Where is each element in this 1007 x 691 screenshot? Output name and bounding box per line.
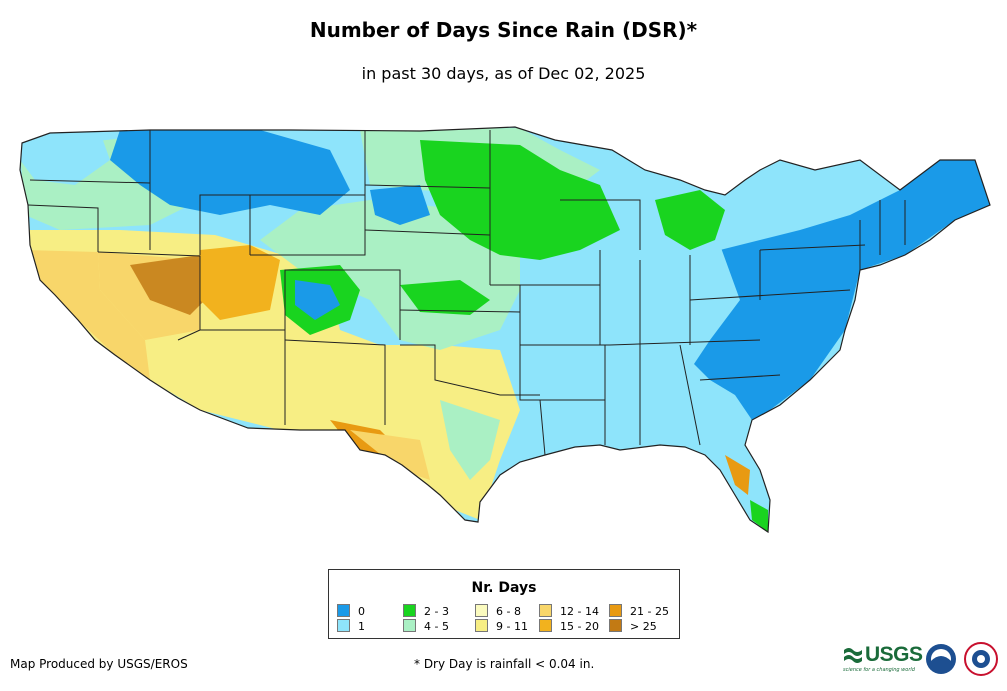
region-northcentral-green [420,140,620,260]
dry-day-note: * Dry Day is rainfall < 0.04 in. [414,657,595,671]
region-wa-blue [20,132,110,185]
legend-swatch [539,619,552,632]
usgs-logo-text: USGS [865,643,923,666]
legend-label: 12 - 14 [560,605,599,618]
legend-swatch [475,619,488,632]
region-michigan-green [655,190,725,250]
region-northwest-blue [110,130,350,215]
legend-label: 1 [358,620,365,633]
legend-item: > 25 [609,619,657,633]
usgs-tagline: science for a changing world [843,667,915,673]
legend-swatch [403,604,416,617]
legend-label: 0 [358,605,365,618]
region-florida-orange [725,455,750,495]
legend-swatch [337,604,350,617]
region-southeast-blue [660,160,990,420]
legend-swatch [475,604,488,617]
legend: Nr. Days 0 1 2 - 3 4 - 5 6 - 8 9 - 11 12 - 14 1… [328,569,680,639]
noaa-logo-icon [926,644,956,674]
legend-title: Nr. Days [471,580,537,596]
agency-logos: USGS science for a changing world [843,641,1003,681]
legend-item: 9 - 11 [475,619,528,633]
legend-label: 4 - 5 [424,620,449,633]
legend-label: 9 - 11 [496,620,528,633]
legend-item: 21 - 25 [609,604,669,618]
region-ohio-valley [600,245,740,380]
map-title: Number of Days Since Rain (DSR)* [309,18,698,42]
legend-item: 1 [337,619,365,633]
legend-swatch [539,604,552,617]
legend-swatch [337,619,350,632]
region-colorado-blue [295,280,340,320]
region-great-basin [130,255,205,315]
map-subtitle: in past 30 days, as of Dec 02, 2025 [361,64,646,83]
legend-swatch [609,604,622,617]
legend-item: 0 [337,604,365,618]
region-florida-green [750,500,768,532]
legend-label: > 25 [630,620,657,633]
region-texas-east-green [440,400,500,480]
legend-label: 6 - 8 [496,605,521,618]
legend-label: 2 - 3 [424,605,449,618]
legend-swatch [609,619,622,632]
state-borders [19,126,991,534]
region-ks-green [400,280,490,315]
region-wy-blue [370,185,430,225]
legend-item: 15 - 20 [539,619,599,633]
legend-swatch [403,619,416,632]
region-texas-west [350,430,430,480]
nws-logo-icon [964,642,998,676]
legend-label: 21 - 25 [630,605,669,618]
region-utah [200,245,280,320]
legend-label: 15 - 20 [560,620,599,633]
legend-item: 2 - 3 [403,604,449,618]
credit-text: Map Produced by USGS/EROS [10,657,188,671]
us-dsr-map [19,126,991,534]
region-california [25,250,150,380]
usgs-icon [844,648,862,663]
legend-item: 6 - 8 [475,604,521,618]
legend-item: 4 - 5 [403,619,449,633]
legend-item: 12 - 14 [539,604,599,618]
